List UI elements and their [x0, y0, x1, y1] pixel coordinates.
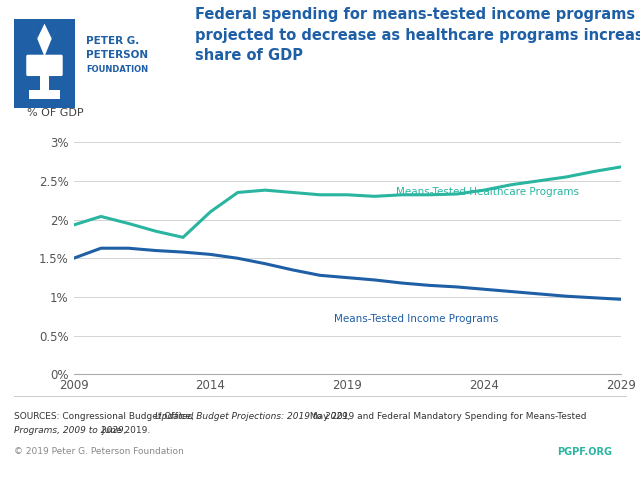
Text: SOURCES: Congressional Budget Office,: SOURCES: Congressional Budget Office,	[14, 412, 197, 421]
Text: FOUNDATION: FOUNDATION	[86, 65, 148, 74]
Text: % OF GDP: % OF GDP	[27, 108, 84, 118]
Text: Federal spending for means-tested income programs is
projected to decrease as he: Federal spending for means-tested income…	[195, 7, 640, 63]
Text: PETERSON: PETERSON	[86, 50, 148, 60]
Text: PGPF.ORG: PGPF.ORG	[557, 447, 612, 457]
FancyBboxPatch shape	[26, 55, 63, 76]
Polygon shape	[31, 24, 58, 57]
Text: Means-Tested Healthcare Programs: Means-Tested Healthcare Programs	[396, 188, 579, 197]
FancyBboxPatch shape	[14, 19, 75, 108]
Text: Updated Budget Projections: 2019 to 2029,: Updated Budget Projections: 2019 to 2029…	[155, 412, 351, 421]
Text: © 2019 Peter G. Peterson Foundation: © 2019 Peter G. Peterson Foundation	[14, 447, 184, 456]
Text: June 2019.: June 2019.	[99, 426, 150, 435]
Text: Means-Tested Income Programs: Means-Tested Income Programs	[333, 313, 498, 324]
Text: Programs, 2009 to 2029,: Programs, 2009 to 2029,	[14, 426, 127, 435]
Bar	[29, 90, 60, 99]
Text: May 2019 and Federal Mandatory Spending for Means-Tested: May 2019 and Federal Mandatory Spending …	[307, 412, 587, 421]
Text: PETER G.: PETER G.	[86, 36, 140, 46]
Bar	[40, 72, 49, 92]
